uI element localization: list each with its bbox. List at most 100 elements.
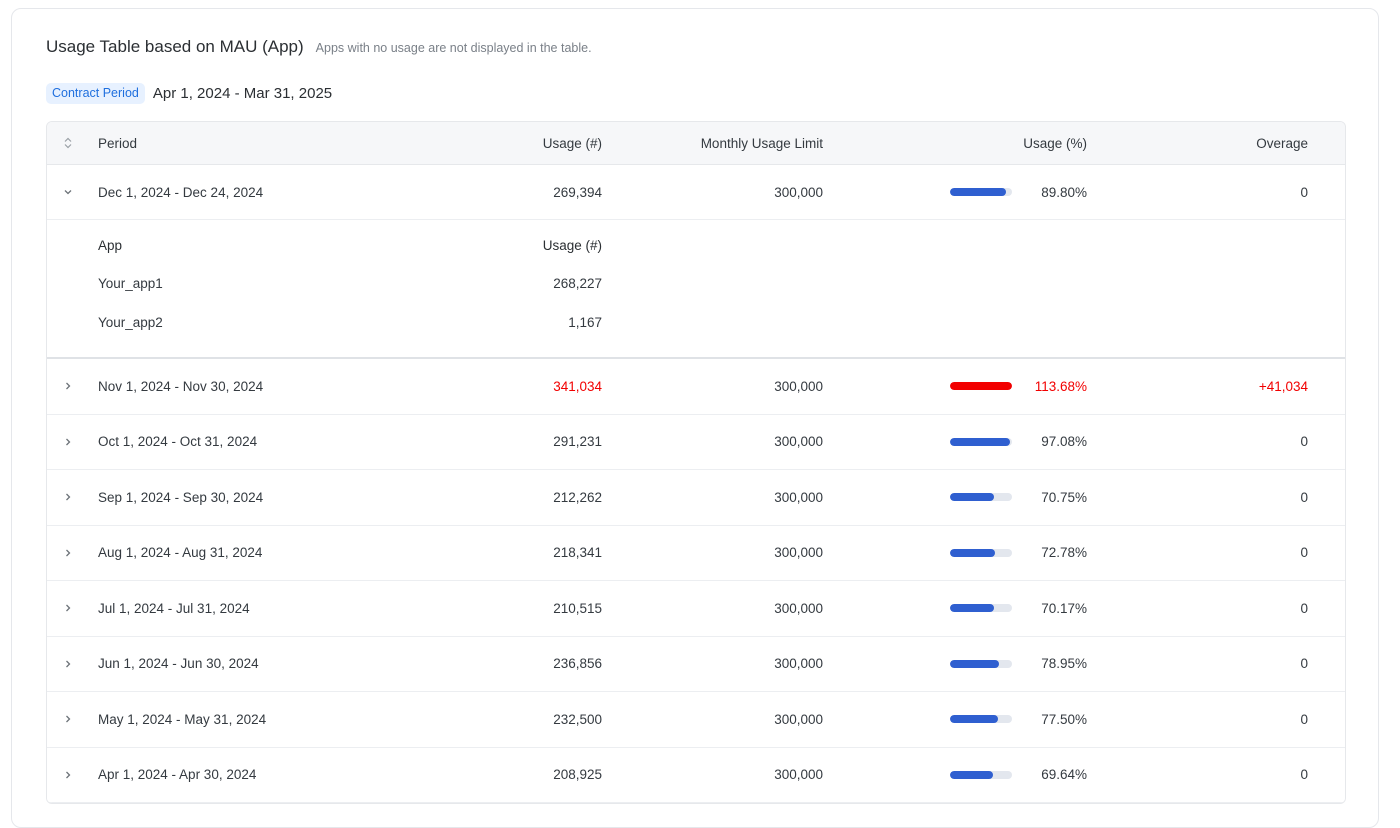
chevron-right-icon[interactable] <box>57 581 79 636</box>
row-limit: 300,000 <box>774 378 823 394</box>
app-usage: 268,227 <box>553 275 602 291</box>
row-period: Oct 1, 2024 - Oct 31, 2024 <box>98 434 258 450</box>
column-header-period[interactable]: Period <box>98 135 138 151</box>
row-overage: 0 <box>1300 767 1308 783</box>
row-limit: 300,000 <box>774 711 823 727</box>
chevron-right-icon[interactable] <box>57 748 79 803</box>
progress-track <box>950 188 1012 196</box>
progress-fill <box>950 604 994 613</box>
sort-icon[interactable] <box>57 122 79 164</box>
progress-fill <box>950 437 1011 446</box>
usage-progress-bar <box>950 637 1012 692</box>
usage-progress-bar <box>950 581 1012 636</box>
row-period: Apr 1, 2024 - Apr 30, 2024 <box>98 767 257 783</box>
row-overage: 0 <box>1300 711 1308 727</box>
progress-fill <box>950 659 999 668</box>
row-limit: 300,000 <box>774 767 823 783</box>
progress-fill <box>950 715 999 724</box>
chevron-right-icon[interactable] <box>57 415 79 470</box>
chevron-down-icon[interactable] <box>57 165 79 219</box>
row-usage: 212,262 <box>553 489 602 505</box>
row-limit: 300,000 <box>774 600 823 616</box>
row-usage: 218,341 <box>553 545 602 561</box>
row-period: Jun 1, 2024 - Jun 30, 2024 <box>98 656 259 672</box>
table-row[interactable]: Nov 1, 2024 - Nov 30, 2024 341,034 300,000… <box>47 359 1345 415</box>
table-row[interactable]: Dec 1, 2024 - Dec 24, 2024 269,394 300,000… <box>47 165 1345 220</box>
column-header-usage[interactable]: Usage (#) <box>542 135 602 151</box>
row-overage: 0 <box>1300 656 1308 672</box>
row-percent: 70.17% <box>1041 600 1087 616</box>
row-limit: 300,000 <box>774 434 823 450</box>
table-row[interactable]: Sep 1, 2024 - Sep 30, 2024 212,262 300,000… <box>47 470 1345 526</box>
progress-fill <box>950 493 994 502</box>
chevron-right-icon[interactable] <box>57 637 79 692</box>
row-usage: 341,034 <box>553 378 602 394</box>
progress-track <box>950 659 1012 668</box>
row-percent: 113.68% <box>1034 378 1087 394</box>
app-breakdown-panel: App Usage (#) Your_app1 268,227 Your_app2 1,1… <box>47 220 1345 359</box>
row-percent: 72.78% <box>1041 545 1087 561</box>
progress-fill <box>950 770 994 779</box>
column-header-overage[interactable]: Overage <box>1256 135 1308 151</box>
usage-card: Usage Table based on MAU (App) Apps with… <box>11 8 1379 828</box>
progress-track <box>950 382 1012 391</box>
table-row[interactable]: May 1, 2024 - May 31, 2024 232,500 300,000… <box>47 692 1345 748</box>
row-overage: 0 <box>1300 600 1308 616</box>
usage-progress-bar <box>950 415 1012 470</box>
row-period: Jul 1, 2024 - Jul 31, 2024 <box>98 600 250 616</box>
row-period: Nov 1, 2024 - Nov 30, 2024 <box>98 378 264 394</box>
progress-track <box>950 715 1012 724</box>
card-header: Usage Table based on MAU (App) Apps with… <box>46 37 592 57</box>
chevron-right-icon[interactable] <box>57 359 79 414</box>
row-overage: +41,034 <box>1258 378 1308 394</box>
app-name: Your_app2 <box>98 314 163 330</box>
table-row[interactable]: Jun 1, 2024 - Jun 30, 2024 236,856 300,000… <box>47 636 1345 692</box>
chevron-right-icon[interactable] <box>57 526 79 581</box>
app-usage: 1,167 <box>568 314 602 330</box>
contract-period-range: Apr 1, 2024 - Mar 31, 2025 <box>152 85 333 102</box>
progress-track <box>950 437 1012 446</box>
progress-track <box>950 493 1012 502</box>
column-header-limit[interactable]: Monthly Usage Limit <box>700 135 823 151</box>
usage-progress-bar <box>950 526 1012 581</box>
usage-progress-bar <box>950 692 1012 747</box>
table-row[interactable]: Jul 1, 2024 - Jul 31, 2024 210,515 300,000… <box>47 581 1345 637</box>
progress-track <box>950 770 1012 779</box>
row-usage: 232,500 <box>553 711 602 727</box>
page-title: Usage Table based on MAU (App) <box>46 37 304 56</box>
row-period: Sep 1, 2024 - Sep 30, 2024 <box>98 489 264 505</box>
table-row[interactable]: Apr 1, 2024 - Apr 30, 2024 208,925 300,000… <box>47 747 1345 803</box>
row-overage: 0 <box>1300 489 1308 505</box>
progress-fill <box>950 188 1006 196</box>
contract-period-badge: Contract Period <box>46 83 145 104</box>
app-name: Your_app1 <box>98 275 163 291</box>
progress-track <box>950 604 1012 613</box>
row-usage: 236,856 <box>553 656 602 672</box>
row-usage: 208,925 <box>553 767 602 783</box>
row-percent: 70.75% <box>1041 489 1087 505</box>
row-percent: 89.80% <box>1041 184 1087 200</box>
usage-progress-bar <box>950 748 1012 803</box>
table-row[interactable]: Aug 1, 2024 - Aug 31, 2024 218,341 300,000… <box>47 525 1345 581</box>
usage-table: Period Usage (#) Monthly Usage Limit Usa… <box>46 121 1346 804</box>
page-subtitle: Apps with no usage are not displayed in … <box>315 41 592 55</box>
usage-progress-bar <box>950 470 1012 525</box>
chevron-right-icon[interactable] <box>57 470 79 525</box>
row-limit: 300,000 <box>774 489 823 505</box>
app-header-usage: Usage (#) <box>542 237 602 253</box>
row-percent: 77.50% <box>1041 711 1087 727</box>
row-period: Aug 1, 2024 - Aug 31, 2024 <box>98 545 263 561</box>
row-period: Dec 1, 2024 - Dec 24, 2024 <box>98 184 264 200</box>
row-overage: 0 <box>1300 184 1308 200</box>
usage-progress-bar <box>950 165 1012 219</box>
column-header-percent[interactable]: Usage (%) <box>1023 135 1087 151</box>
table-body: Dec 1, 2024 - Dec 24, 2024 269,394 300,000… <box>47 165 1345 803</box>
app-breakdown-header: App Usage (#) <box>47 235 1345 255</box>
row-limit: 300,000 <box>774 184 823 200</box>
row-usage: 210,515 <box>553 600 602 616</box>
table-row[interactable]: Oct 1, 2024 - Oct 31, 2024 291,231 300,000… <box>47 414 1345 470</box>
app-row: Your_app2 1,167 <box>47 312 1345 332</box>
chevron-right-icon[interactable] <box>57 692 79 747</box>
row-period: May 1, 2024 - May 31, 2024 <box>98 711 267 727</box>
row-usage: 291,231 <box>553 434 602 450</box>
